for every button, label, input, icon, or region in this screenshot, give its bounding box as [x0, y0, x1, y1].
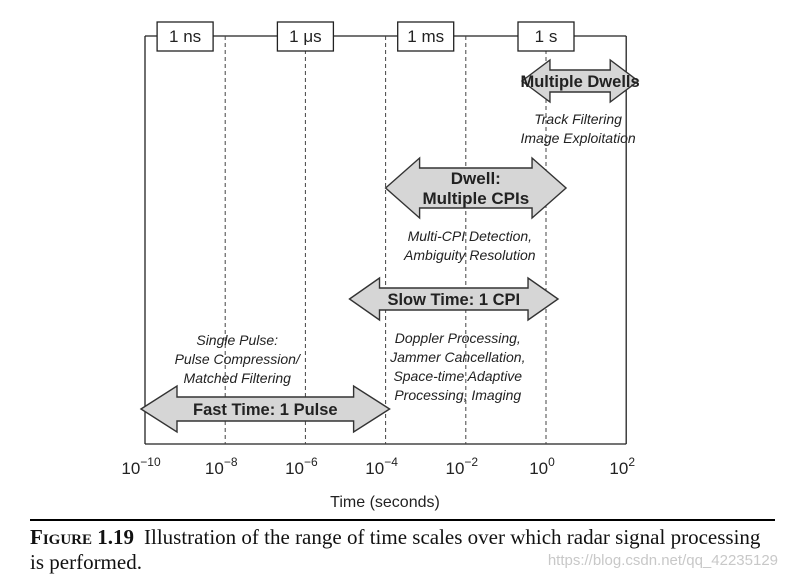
figure-label: Figure 1.19 [30, 525, 135, 549]
x-axis-ticks: 10−10 10−8 10−6 10−4 10−2 100 102 [121, 455, 635, 478]
tick-label: 10−6 [285, 455, 318, 478]
single-pulse-description: Matched Filtering [184, 370, 292, 386]
slow-time-arrow-label: Slow Time: 1 CPI [387, 291, 520, 309]
tick-label: 10−8 [205, 455, 238, 478]
unit-box [397, 21, 455, 52]
x-axis-label: Time (seconds) [330, 494, 440, 511]
dwell-arrow [384, 156, 568, 220]
tick-label: 10−2 [445, 455, 478, 478]
time-span-arrows: Multiple Dwells Dwell:Multiple CPIs Slow T… [139, 58, 640, 434]
tick-label: 10−4 [365, 455, 398, 478]
fast-time-arrow [139, 384, 391, 434]
decade-guide-lines [224, 36, 547, 444]
tick-label: 10−10 [121, 455, 161, 478]
unit-box-label: 1 s [535, 27, 558, 46]
dwell-arrow-label: Multiple CPIs [422, 189, 529, 208]
multiple-dwells-description: Track Filtering [534, 111, 622, 127]
dwell-arrow-label: Dwell: [451, 169, 501, 188]
dwell-description: Multi-CPI Detection, [408, 228, 532, 244]
slow-time-description: Processing, Imaging [394, 387, 521, 403]
tick-label: 100 [529, 455, 555, 478]
single-pulse-description: Single Pulse: [196, 332, 278, 348]
slow-time-description: Space-time Adaptive [393, 368, 522, 384]
unit-box [156, 21, 214, 52]
fast-time-arrow-label: Fast Time: 1 Pulse [193, 401, 338, 419]
unit-box-label: 1 ms [407, 27, 444, 46]
unit-box-label: 1 μs [289, 27, 321, 46]
unit-boxes: 1 ns 1 μs 1 ms 1 s [156, 21, 575, 52]
slow-time-description: Jammer Cancellation, [389, 349, 525, 365]
caption-text: Illustration of the range of time scales… [30, 525, 761, 574]
unit-box [276, 21, 335, 52]
multiple-dwells-arrow [520, 58, 640, 104]
figure-caption: Figure 1.19 Illustration of the range of … [30, 519, 775, 575]
unit-box [517, 21, 575, 52]
tick-label: 102 [609, 455, 635, 478]
single-pulse-description: Pulse Compression/ [175, 351, 302, 367]
dwell-description: Ambiguity Resolution [403, 247, 536, 263]
time-scale-diagram: 1 ns 1 μs 1 ms 1 s Multiple DwellsDwell:Mul… [121, 21, 640, 511]
watermark: https://blog.csdn.net/qq_42235129 [547, 552, 778, 569]
processing-descriptions: Track Filtering Image Exploitation Multi-C… [175, 111, 636, 403]
multiple-dwells-description: Image Exploitation [520, 130, 635, 146]
slow-time-arrow [348, 276, 560, 322]
unit-box-label: 1 ns [169, 27, 201, 46]
multiple-dwells-arrow-label: Multiple Dwells [520, 73, 639, 91]
slow-time-description: Doppler Processing, [395, 330, 521, 346]
